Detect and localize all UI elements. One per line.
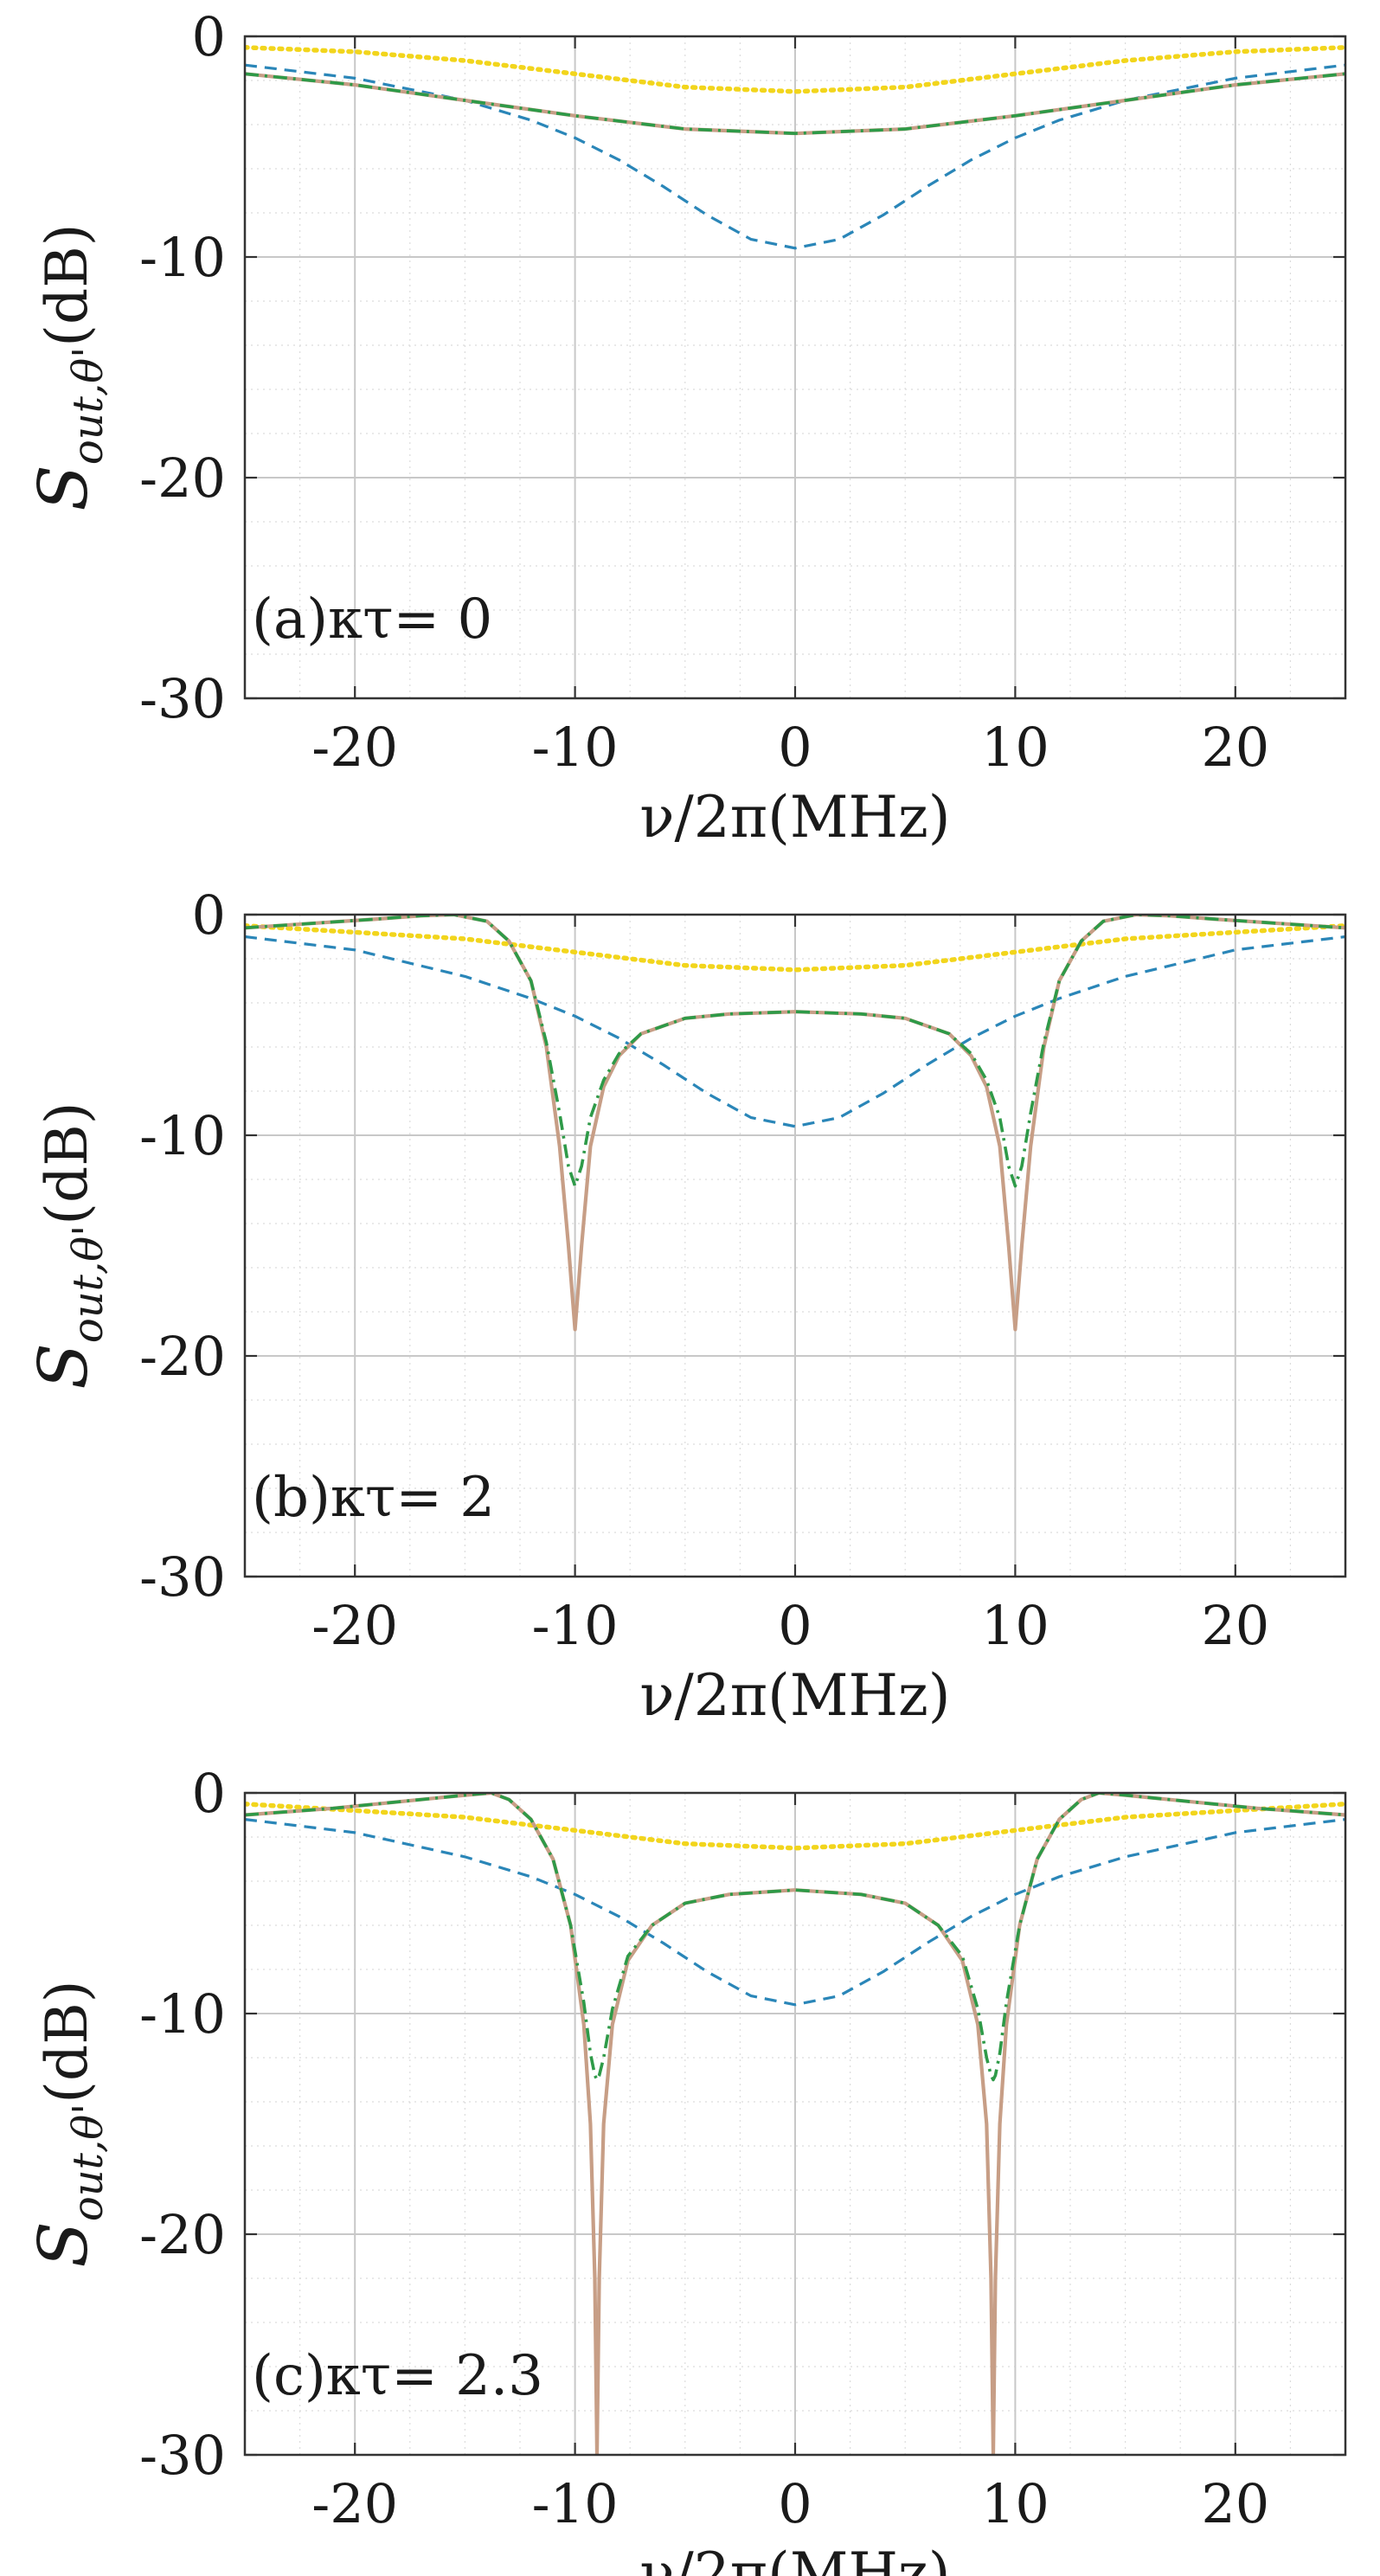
y-tick-label: -10 [139,1104,226,1167]
series-line-dotted [245,923,1345,973]
y-tick-label: -30 [139,2424,226,2487]
series-line-dashed [245,63,1345,250]
series-line-dashdot [245,915,1345,1188]
y-tick-label: -20 [139,2203,226,2266]
y-tick-label: 0 [192,1762,226,1825]
x-tick-label: 0 [778,2472,812,2535]
x-tick-label: 0 [778,1594,812,1657]
x-tick-label: 10 [981,1594,1049,1657]
y-axis-label-b: Sout,θ'(dB) [25,1102,112,1389]
panel-label-b: (b)κτ= 2 [252,1466,495,1530]
series-line-dashed [245,935,1345,1128]
y-tick-label: -20 [139,446,226,510]
x-tick-label: -10 [532,2472,619,2535]
x-tick-label: 20 [1201,716,1269,779]
y-axis-label-a: Sout,θ'(dB) [25,223,112,511]
x-tick-label: 20 [1201,2472,1269,2535]
x-tick-label: -20 [311,2472,398,2535]
series-line-dashdot [245,72,1345,135]
x-tick-label: -10 [532,716,619,779]
x-tick-label: 0 [778,716,812,779]
series-line-dotted [245,45,1345,94]
x-tick-label: -20 [311,1594,398,1657]
panel-label-c: (c)κτ= 2.3 [252,2344,543,2408]
y-tick-label: -10 [139,226,226,289]
y-tick-label: -20 [139,1325,226,1388]
x-axis-label-a: ν/2π(MHz) [639,784,950,851]
x-tick-label: 10 [981,716,1049,779]
y-tick-label: 0 [192,5,226,68]
panel-label-a: (a)κτ= 0 [252,588,492,652]
x-tick-label: 20 [1201,1594,1269,1657]
y-tick-label: -30 [139,1545,226,1609]
x-tick-label: 10 [981,2472,1049,2535]
y-tick-label: -10 [139,1982,226,2046]
x-tick-label: -20 [311,716,398,779]
x-axis-label-b: ν/2π(MHz) [639,1662,950,1729]
series-line-dotted [245,1802,1345,1851]
x-tick-label: -10 [532,1594,619,1657]
panel-b: 0 -10 -20 -30 -20 -10 0 10 20 (b)κτ= 2 ν/2π(MHz… [25,883,1347,1729]
series-line-dashed [245,1818,1345,2007]
series-line-dashdot [245,1793,1345,2082]
x-axis-label-c: ν/2π(MHz) [639,2541,950,2576]
panel-a: 0 -10 -20 -30 -20 -10 0 10 20 (a)κτ= 0 ν/2π(MHz… [25,5,1347,851]
panel-c: 0 -10 -20 -30 -20 -10 0 10 20 (c)κτ= 2.3 ν/2π(M… [25,1762,1347,2576]
y-axis-label-c: Sout,θ'(dB) [25,1980,112,2267]
y-tick-label: 0 [192,883,226,947]
y-tick-label: -30 [139,667,226,730]
